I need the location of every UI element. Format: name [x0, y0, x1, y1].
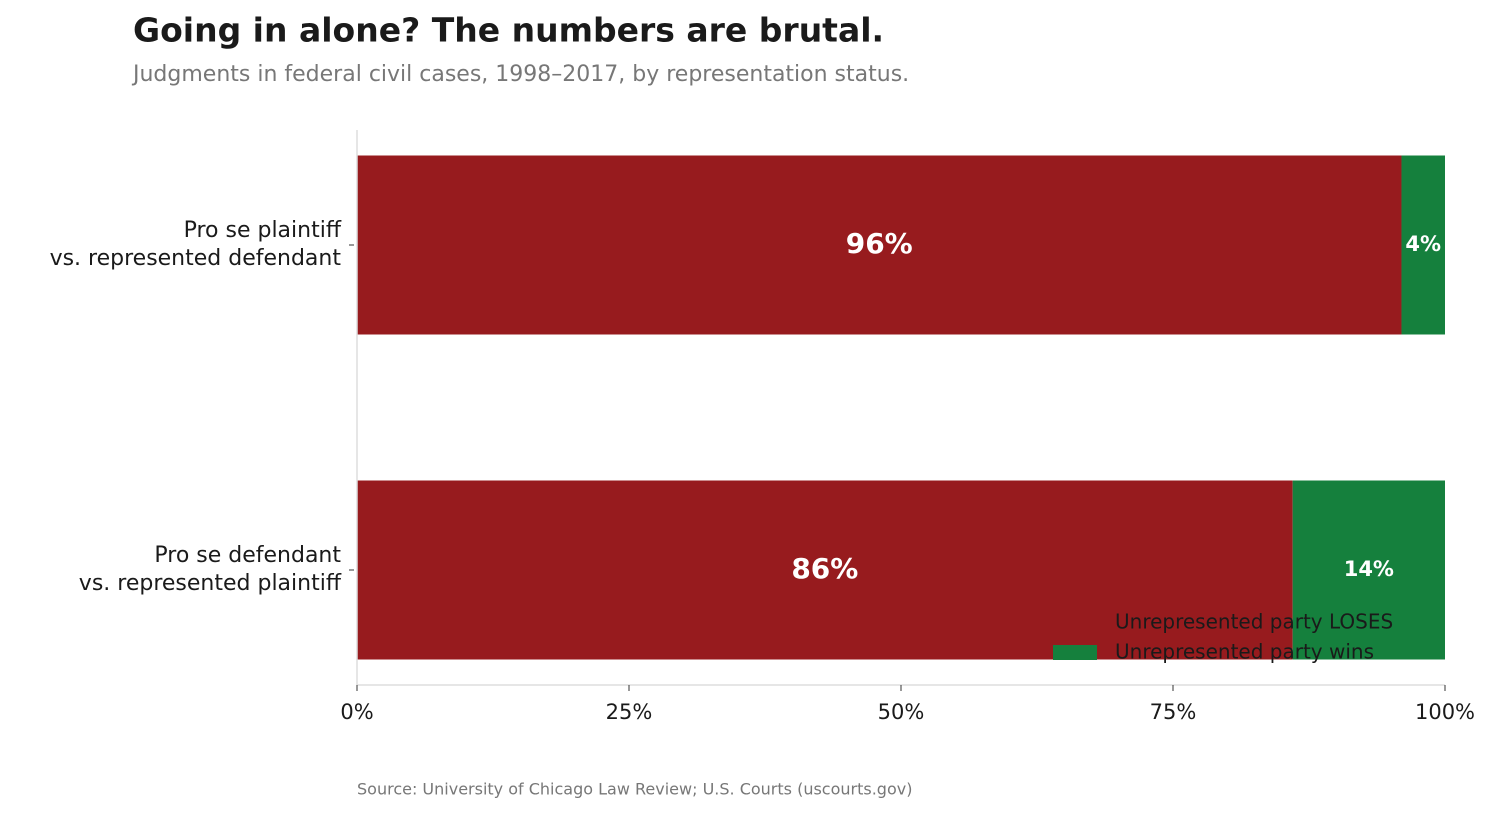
legend-swatch: [1053, 615, 1097, 630]
x-tick-label: 75%: [1150, 700, 1197, 724]
legend-swatch: [1053, 645, 1097, 660]
x-tick-label: 25%: [606, 700, 653, 724]
value-label: 4%: [1405, 232, 1441, 256]
bar-segment: [357, 155, 1402, 335]
bar-segment: [1292, 480, 1445, 660]
chart-title: Going in alone? The numbers are brutal.: [133, 11, 884, 50]
y-tick-label: Pro se plaintiff: [184, 218, 342, 243]
y-tick-label: vs. represented plaintiff: [79, 571, 342, 596]
x-tick-label: 50%: [878, 700, 925, 724]
y-tick-label: Pro se defendant: [154, 543, 341, 568]
y-tick-label: vs. represented defendant: [50, 246, 342, 271]
x-tick-label: 100%: [1415, 700, 1475, 724]
value-label: 96%: [846, 227, 913, 260]
bar-segment: [1401, 155, 1445, 335]
value-label: 86%: [791, 552, 858, 585]
source-note: Source: University of Chicago Law Review…: [357, 780, 912, 799]
chart-subtitle: Judgments in federal civil cases, 1998–2…: [131, 62, 909, 87]
value-label: 14%: [1344, 557, 1394, 581]
legend-label: Unrepresented party LOSES: [1115, 610, 1393, 634]
x-tick-label: 0%: [340, 700, 373, 724]
bar-segment: [357, 480, 1293, 660]
legend-label: Unrepresented party wins: [1115, 640, 1374, 664]
